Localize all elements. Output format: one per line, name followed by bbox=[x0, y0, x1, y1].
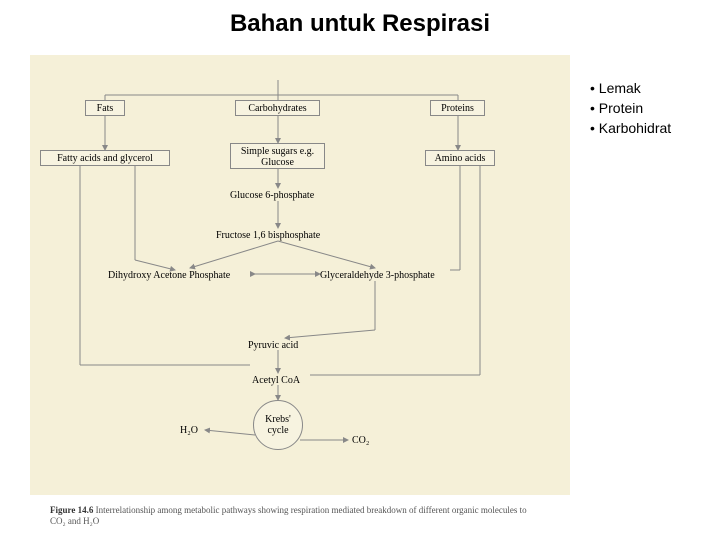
bullet-item: • Protein bbox=[590, 100, 671, 116]
figure-label: Figure 14.6 bbox=[50, 505, 93, 515]
krebs-cycle: Krebs'cycle bbox=[253, 400, 303, 450]
label-acetyl: Acetyl CoA bbox=[252, 375, 300, 386]
page-title: Bahan untuk Respirasi bbox=[0, 10, 720, 38]
label-g6p: Glucose 6-phosphate bbox=[230, 190, 314, 201]
label-h2o: H₂O bbox=[180, 425, 198, 436]
label-f16bp: Fructose 1,6 bisphosphate bbox=[216, 230, 320, 241]
figure-caption-text: Interrelationship among metabolic pathwa… bbox=[50, 505, 527, 527]
metabolic-diagram: Fats Carbohydrates Proteins Fatty acids and… bbox=[30, 55, 570, 495]
node-fats: Fats bbox=[85, 100, 125, 116]
figure-caption: Figure 14.6 Interrelationship among meta… bbox=[50, 505, 530, 528]
label-g3p: Glyceraldehyde 3-phosphate bbox=[320, 270, 435, 281]
node-proteins: Proteins bbox=[430, 100, 485, 116]
bullet-item: • Lemak bbox=[590, 80, 671, 96]
label-dhap: Dihydroxy Acetone Phosphate bbox=[108, 270, 230, 281]
label-pyruvic: Pyruvic acid bbox=[248, 340, 298, 351]
bullet-item: • Karbohidrat bbox=[590, 120, 671, 136]
node-simplesugars: Simple sugars e.g. Glucose bbox=[230, 143, 325, 169]
label-co2: CO₂ bbox=[352, 435, 369, 446]
bullet-list: • Lemak • Protein • Karbohidrat bbox=[590, 80, 671, 140]
node-fattyacids: Fatty acids and glycerol bbox=[40, 150, 170, 166]
node-aminoacids: Amino acids bbox=[425, 150, 495, 166]
node-carbs: Carbohydrates bbox=[235, 100, 320, 116]
